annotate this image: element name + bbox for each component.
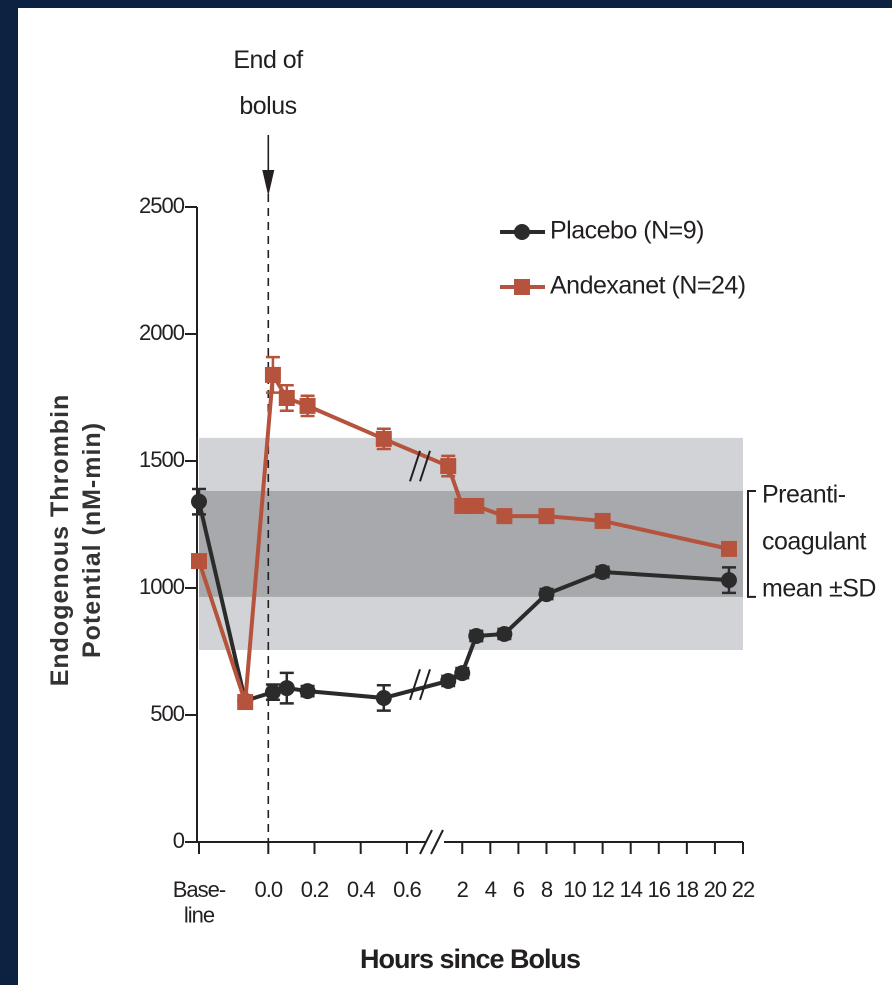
point: [468, 497, 485, 514]
point: [454, 497, 471, 514]
x-tick-label: Base-line: [173, 877, 226, 927]
x-tick-label: 0.0: [255, 877, 283, 902]
line-break: [409, 450, 431, 701]
band-label: mean ±SD: [762, 575, 876, 603]
axes: 0 500 1000 1500 2000 2500 Base-line 0.0 0.2 0.4 0.…: [139, 193, 756, 927]
legend-marker: [514, 224, 530, 240]
y-tick-label: 2000: [139, 320, 185, 345]
legend-label: Andexanet (N=24): [550, 272, 746, 300]
band-label: Preanti-: [762, 481, 846, 509]
y-axis-label: Endogenous Thrombin: [46, 394, 74, 687]
annotation: End of: [233, 46, 303, 74]
point: [496, 508, 513, 525]
y-tick-label: 0: [173, 828, 185, 853]
point: [264, 684, 281, 701]
x-tick-label: 8: [541, 877, 553, 902]
y-tick-label: 1000: [139, 574, 185, 599]
point: [278, 390, 295, 407]
x-tick-label: 2: [457, 877, 469, 902]
point: [720, 572, 737, 589]
point: [375, 430, 392, 447]
point: [496, 625, 513, 642]
point: [299, 683, 316, 700]
point: [538, 508, 555, 525]
y-axis-label: Potential (nM-min): [78, 422, 106, 658]
point: [594, 512, 611, 529]
y-tick-label: 500: [150, 701, 184, 726]
legend-label: Placebo (N=9): [550, 217, 704, 245]
point: [278, 680, 295, 697]
x-tick-label: 22: [732, 877, 755, 902]
x-tick-label: 0.4: [347, 877, 375, 902]
axis-break: [419, 829, 444, 855]
x-axis-label: Hours since Bolus: [360, 944, 580, 974]
point: [299, 397, 316, 414]
bracket: [747, 489, 756, 598]
point: [375, 689, 392, 706]
bolus-arrowhead: [262, 170, 275, 196]
point: [440, 458, 457, 475]
x-tick-label: 14: [619, 877, 642, 902]
x-tick-label: 10: [563, 877, 586, 902]
point: [468, 628, 485, 645]
x-tick-label: 0.2: [301, 877, 329, 902]
x-tick-label: 6: [513, 877, 525, 902]
point: [191, 553, 207, 570]
x-tick-label: 12: [591, 877, 614, 902]
point: [440, 672, 457, 689]
plot: Placebo (N=9) Andexanet (N=24): [191, 135, 746, 842]
point: [538, 586, 555, 603]
y-tick-label: 1500: [139, 447, 185, 472]
x-tick-label: 18: [676, 877, 699, 902]
point: [720, 540, 737, 557]
point: [237, 694, 254, 711]
x-tick-label: 20: [704, 877, 727, 902]
annotation: bolus: [239, 92, 296, 120]
x-tick-label: 0.6: [393, 877, 421, 902]
point: [454, 665, 471, 682]
band-label: coagulant: [762, 528, 866, 556]
point: [264, 366, 281, 383]
bands: Preanti-coagulant mean ±SD: [199, 437, 876, 650]
legend-marker: [514, 279, 530, 295]
point: [191, 493, 207, 510]
point: [594, 563, 611, 580]
x-tick-label: 4: [485, 877, 497, 902]
y-tick-label: 2500: [139, 193, 185, 218]
x-tick-label: 16: [648, 877, 671, 902]
